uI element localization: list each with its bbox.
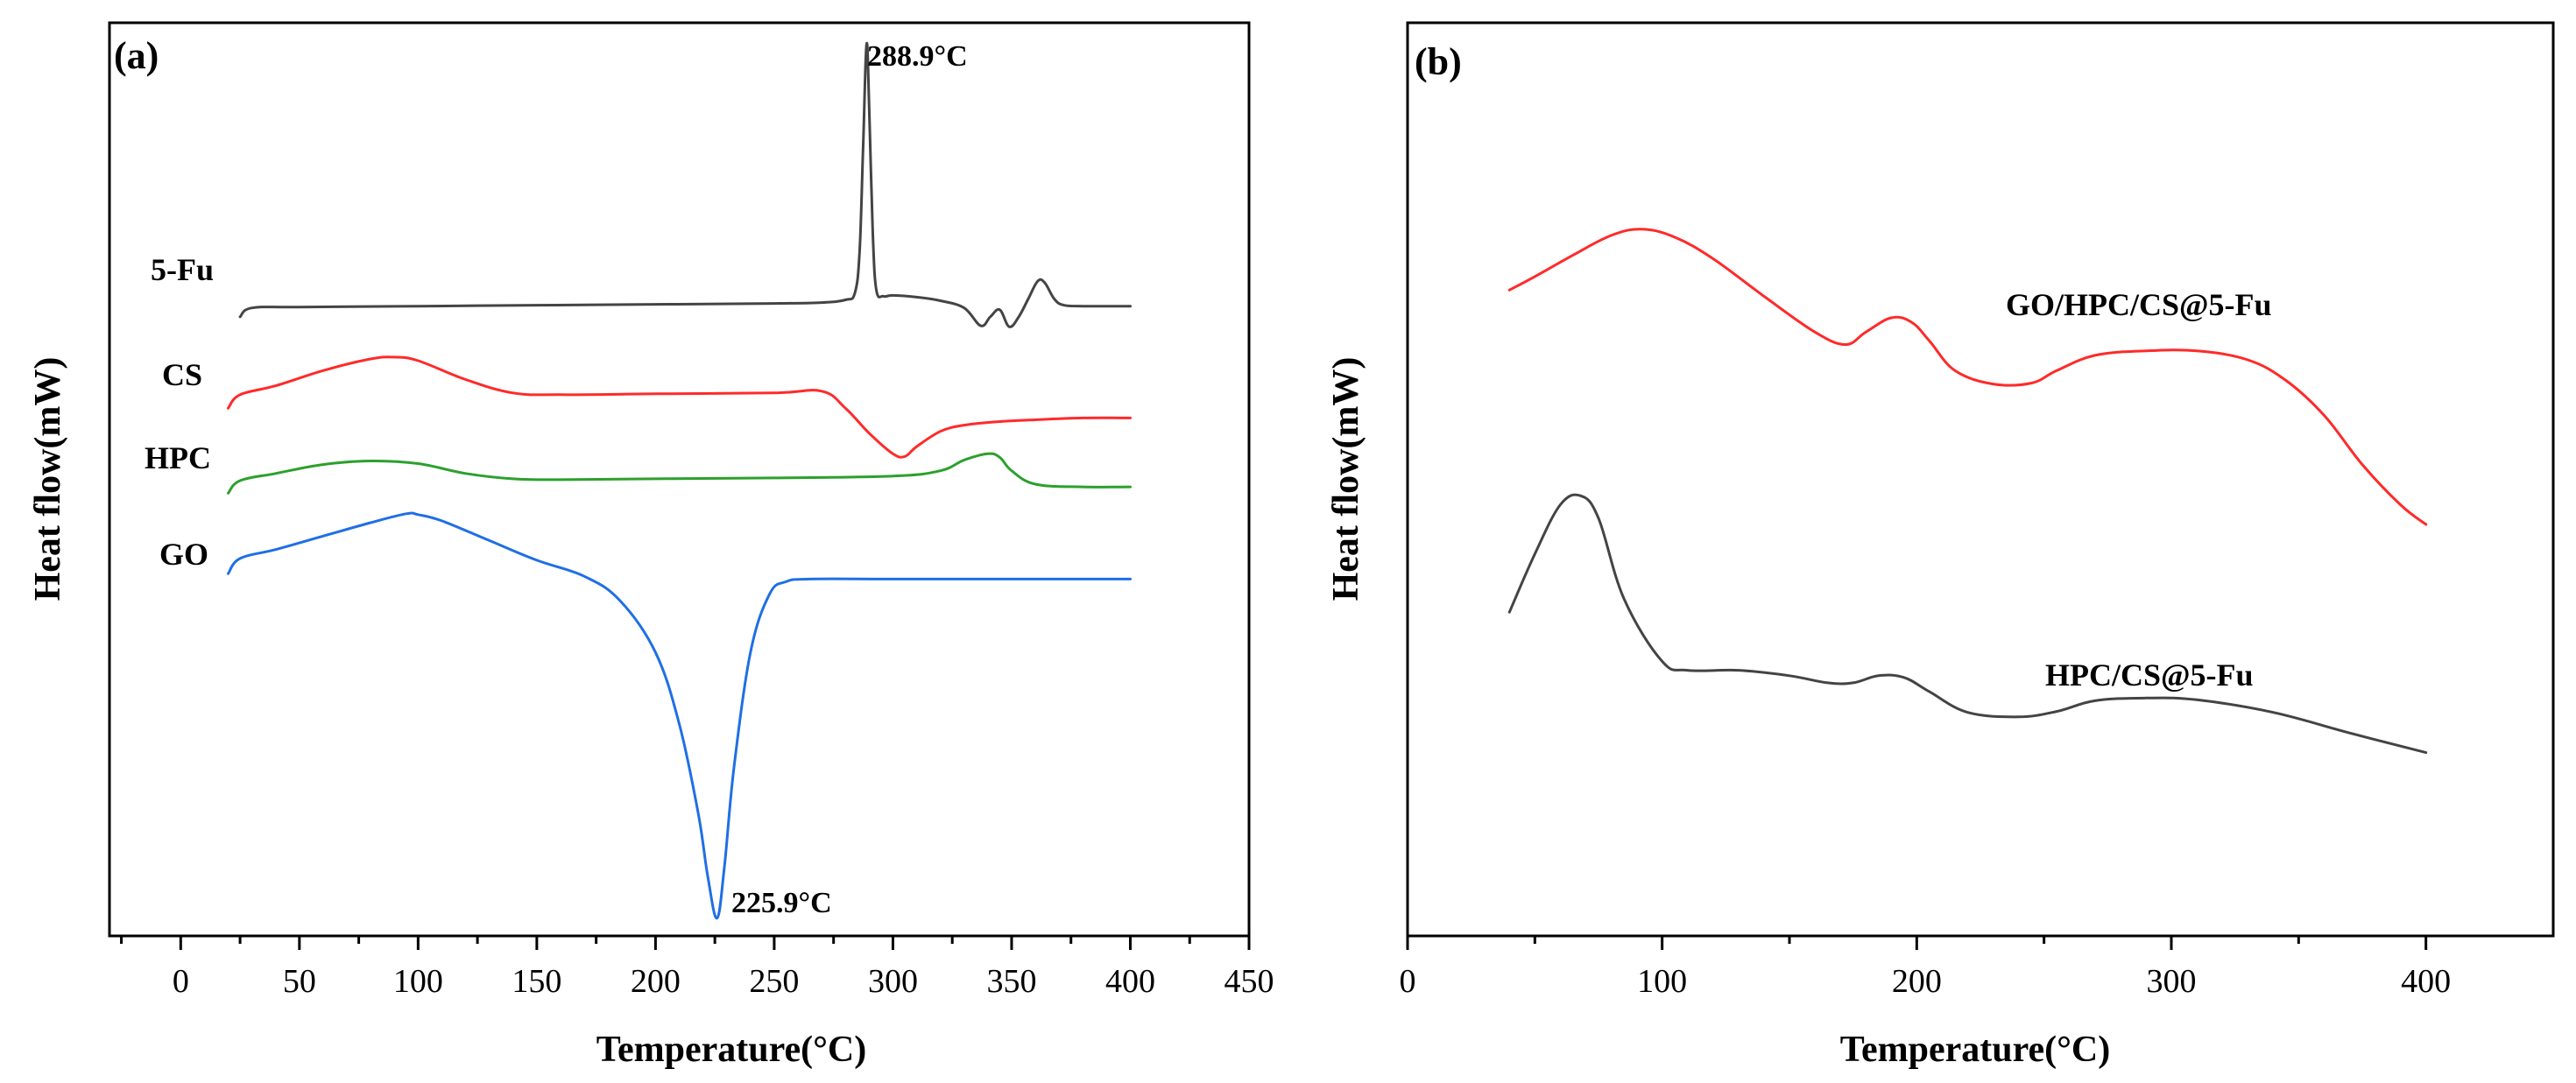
panel-a-x-axis-title: Temperature(°C) [596, 1030, 866, 1070]
series-label-hpc: HPC [145, 440, 211, 475]
series-line-go [227, 511, 1132, 920]
panel-a-y-axis-title: Heat flow(mW) [28, 357, 68, 601]
x-tick-label-b-400: 400 [2401, 963, 2451, 1000]
panel-a-label: (a) [114, 34, 159, 77]
panel-a-plot-frame [108, 21, 1251, 938]
x-tick-label-a-50: 50 [283, 963, 316, 1000]
panel-b-label: (b) [1415, 40, 1462, 83]
series-line-5-fu [238, 41, 1132, 328]
series-line-go-hpc-cs-5-fu [1507, 228, 2428, 526]
series-line-cs [227, 355, 1132, 459]
x-tick-label-b-100: 100 [1637, 963, 1687, 1000]
series-label-5-fu: 5-Fu [151, 252, 214, 287]
x-tick-label-a-0: 0 [173, 963, 189, 1000]
panel-a-ticks [120, 936, 1251, 950]
x-tick-label-a-400: 400 [1105, 963, 1155, 1000]
series-label-go-hpc-cs-5-fu: GO/HPC/CS@5-Fu [2006, 287, 2272, 322]
x-tick-label-b-300: 300 [2147, 963, 2197, 1000]
panel-b-tick-labels: 0 100 200 300 400 [1400, 963, 2452, 1000]
x-tick-label-a-100: 100 [393, 963, 443, 1000]
panel-a-series [227, 41, 1132, 920]
x-tick-label-b-0: 0 [1400, 963, 1416, 1000]
panel-a-tick-labels: 0 50 100 150 200 250 300 350 400 450 [173, 963, 1274, 1000]
x-tick-label-a-150: 150 [512, 963, 561, 1000]
annotation-5-fu-peak: 288.9°C [867, 40, 968, 73]
series-line-hpc-cs-5-fu [1507, 493, 2428, 755]
x-tick-label-b-200: 200 [1892, 963, 1942, 1000]
series-label-go: GO [159, 537, 208, 572]
panel-b-x-axis-title: Temperature(°C) [1840, 1030, 2110, 1070]
panel-b-plot-frame [1406, 21, 2555, 938]
x-tick-label-a-300: 300 [868, 963, 918, 1000]
panel-b-y-axis-title: Heat flow(mW) [1326, 357, 1366, 601]
x-tick-label-a-200: 200 [631, 963, 681, 1000]
series-line-hpc [227, 452, 1132, 495]
series-label-cs: CS [162, 357, 202, 392]
panel-b: 0 100 200 300 400 (b) GO/HPC/CS@5-Fu HPC/CS@… [1326, 21, 2555, 1070]
series-label-hpc-cs-5-fu: HPC/CS@5-Fu [2045, 658, 2254, 693]
x-tick-label-a-450: 450 [1224, 963, 1274, 1000]
x-tick-label-a-350: 350 [986, 963, 1036, 1000]
annotation-go-dip: 225.9°C [731, 887, 832, 919]
panel-b-series [1507, 228, 2428, 755]
panel-a: 0 50 100 150 200 250 300 350 400 450 (a) 5-Fu CS … [28, 21, 1274, 1070]
x-tick-label-a-250: 250 [749, 963, 799, 1000]
panel-b-ticks [1406, 936, 2428, 950]
